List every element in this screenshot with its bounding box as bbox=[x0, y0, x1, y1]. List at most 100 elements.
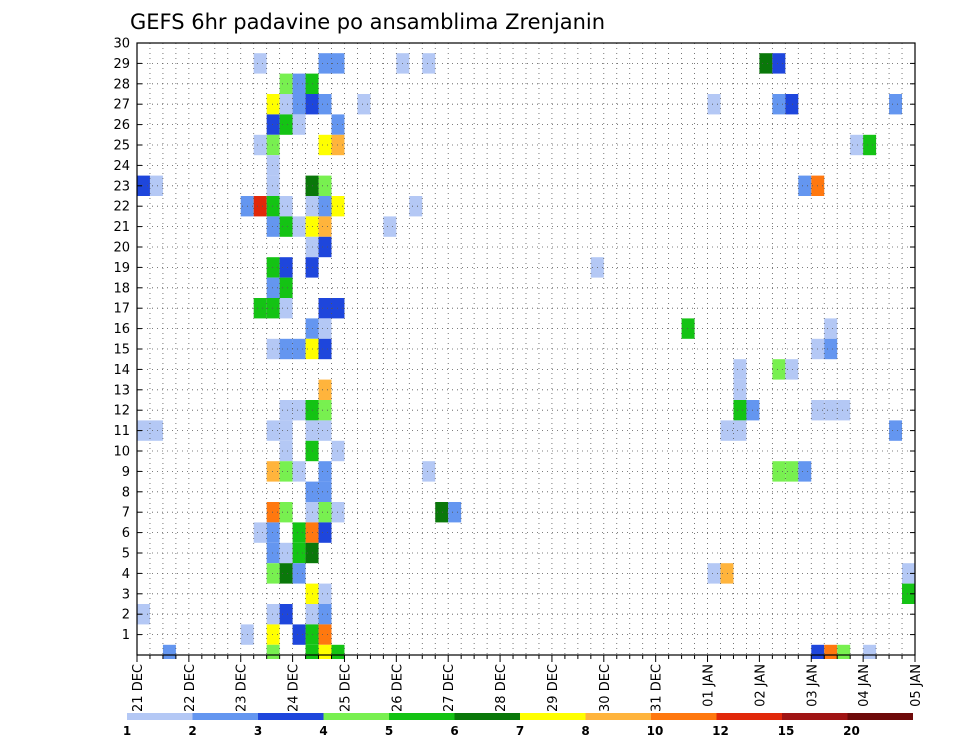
y-tick-label: 1 bbox=[122, 628, 130, 643]
heatmap-cell bbox=[772, 461, 786, 482]
heatmap-cell bbox=[318, 481, 332, 502]
heatmap-cell bbox=[902, 583, 915, 604]
colorbar-label: 1 bbox=[123, 724, 131, 738]
heatmap-cell bbox=[279, 73, 293, 94]
heatmap-cell bbox=[292, 216, 306, 237]
heatmap-cell bbox=[863, 644, 877, 659]
heatmap-cell bbox=[318, 338, 332, 360]
y-tick-label: 2 bbox=[122, 608, 130, 623]
y-tick-label: 17 bbox=[113, 302, 130, 317]
x-axis: 21 DEC 22 DEC 23 DEC 24 DEC 25 DEC 26 DEC 27 D… bbox=[131, 655, 924, 712]
heatmap-cell bbox=[318, 298, 332, 319]
heatmap-cell bbox=[889, 420, 903, 441]
heatmap-cell bbox=[279, 502, 293, 523]
x-tick-label: 05 JAN bbox=[909, 664, 924, 707]
heatmap-cell bbox=[279, 216, 293, 237]
heatmap-cell bbox=[266, 155, 280, 176]
heatmap-cell bbox=[318, 624, 332, 645]
heatmap-cell bbox=[318, 175, 332, 196]
heatmap-cell bbox=[318, 644, 332, 659]
heatmap-cell bbox=[318, 318, 332, 339]
colorbar-label: 6 bbox=[450, 724, 458, 738]
heatmap-cell bbox=[733, 359, 747, 380]
heatmap-cell bbox=[720, 420, 734, 441]
heatmap-cell bbox=[292, 563, 306, 584]
heatmap-cell bbox=[149, 175, 163, 196]
heatmap-cell bbox=[409, 196, 423, 217]
y-tick-label: 25 bbox=[113, 139, 130, 154]
heatmap-cell bbox=[707, 94, 721, 115]
heatmap-cell bbox=[318, 216, 332, 237]
colorbar-label: 20 bbox=[843, 724, 860, 738]
heatmap-cell bbox=[383, 216, 397, 237]
heatmap-cell bbox=[279, 461, 293, 482]
heatmap-cell bbox=[318, 461, 332, 482]
heatmap-cell bbox=[279, 420, 293, 441]
heatmap-cell bbox=[279, 94, 293, 115]
heatmap-cell bbox=[318, 400, 332, 421]
y-tick-label: 7 bbox=[122, 506, 130, 521]
colorbar-swatch bbox=[585, 713, 651, 720]
heatmap-cell bbox=[435, 502, 449, 523]
y-tick-label: 26 bbox=[113, 118, 130, 133]
colorbar-label: 4 bbox=[319, 724, 327, 738]
heatmap-cell bbox=[422, 53, 436, 74]
heatmap-cell bbox=[266, 257, 280, 278]
x-tick-label: 21 DEC bbox=[131, 664, 146, 712]
x-tick-label: 01 JAN bbox=[702, 664, 717, 707]
y-tick-label: 28 bbox=[113, 77, 130, 92]
heatmap-cell bbox=[889, 94, 903, 115]
x-tick-label: 27 DEC bbox=[442, 664, 457, 712]
heatmap-cell bbox=[720, 563, 734, 584]
heatmap-cell bbox=[149, 420, 163, 441]
y-tick-label: 30 bbox=[113, 37, 130, 52]
heatmap-cell bbox=[266, 114, 280, 135]
heatmap-cell bbox=[331, 644, 345, 659]
heatmap-cell bbox=[266, 94, 280, 115]
heatmap-cell bbox=[863, 134, 877, 156]
heatmap-cell bbox=[253, 298, 267, 319]
heatmap-cell bbox=[811, 644, 825, 659]
grid-lines bbox=[137, 43, 915, 655]
colorbar-label: 3 bbox=[254, 724, 262, 738]
heatmap-cell bbox=[279, 277, 293, 298]
heatmap-cell bbox=[266, 542, 280, 564]
heatmap-cell bbox=[266, 134, 280, 156]
heatmap-cell bbox=[292, 624, 306, 645]
heatmap-cell bbox=[681, 318, 695, 339]
y-tick-label: 4 bbox=[122, 567, 130, 582]
x-tick-label: 31 DEC bbox=[650, 664, 665, 712]
heatmap-cell bbox=[733, 400, 747, 421]
heatmap-cell bbox=[279, 298, 293, 319]
heatmap-cell bbox=[266, 522, 280, 543]
heatmap-cell bbox=[137, 604, 150, 625]
heatmap-cell bbox=[837, 644, 851, 659]
y-tick-label: 10 bbox=[113, 445, 130, 460]
heatmap-cell bbox=[266, 624, 280, 645]
heatmap-cell bbox=[798, 461, 812, 482]
heatmap-cell bbox=[137, 175, 150, 196]
heatmap-cell bbox=[279, 114, 293, 135]
heatmap-cell bbox=[292, 542, 306, 564]
heatmap-cell bbox=[292, 522, 306, 543]
heatmap-cell bbox=[824, 318, 838, 339]
heatmap-cell bbox=[318, 134, 332, 156]
heatmap-cell bbox=[305, 644, 319, 659]
heatmap-cell bbox=[162, 644, 176, 659]
y-tick-label: 22 bbox=[113, 200, 130, 215]
colorbar-swatch bbox=[192, 713, 258, 720]
colorbar-swatch bbox=[454, 713, 520, 720]
heatmap-cell bbox=[292, 94, 306, 115]
colorbar-swatch bbox=[651, 713, 717, 720]
colorbar-swatch bbox=[323, 713, 389, 720]
y-tick-label: 21 bbox=[113, 220, 130, 235]
y-tick-label: 12 bbox=[113, 404, 130, 419]
heatmap-cell bbox=[253, 53, 267, 74]
y-tick-label: 24 bbox=[113, 159, 130, 174]
heatmap-cell bbox=[292, 73, 306, 94]
heatmap-cell bbox=[772, 94, 786, 115]
x-tick-label: 24 DEC bbox=[287, 664, 302, 712]
heatmap-cell bbox=[733, 379, 747, 400]
colorbar-swatch bbox=[389, 713, 455, 720]
heatmap-cell bbox=[266, 644, 280, 659]
